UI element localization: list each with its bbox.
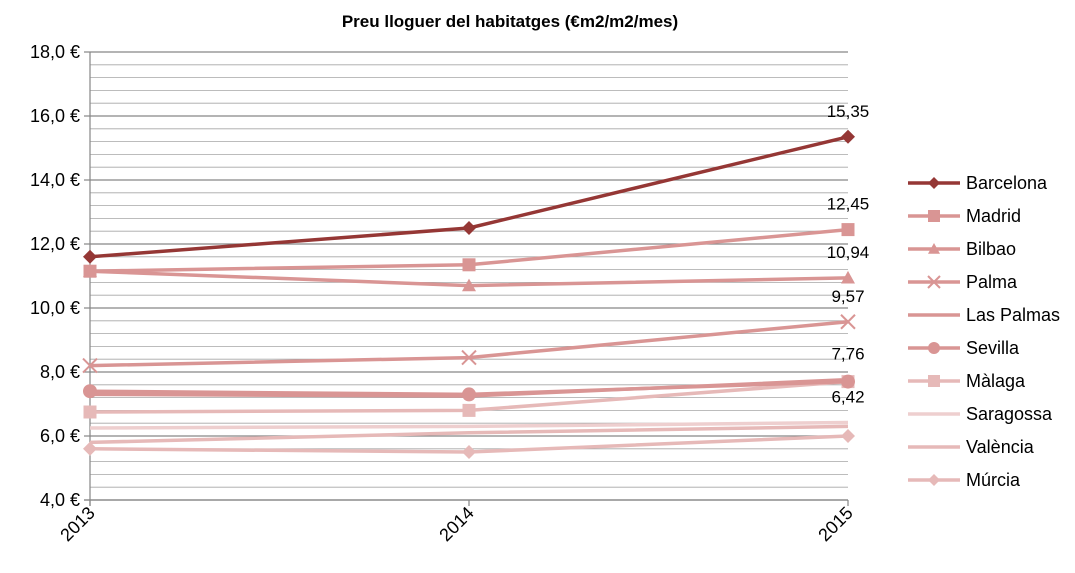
data-point-m-laga	[462, 403, 476, 417]
data-point-m-rcia	[462, 445, 476, 459]
marker-stroke	[461, 349, 477, 366]
y-tick-label: 4,0 €	[40, 490, 80, 510]
marker-stroke	[927, 275, 941, 289]
data-point-palma	[840, 314, 856, 330]
marker-stroke	[840, 314, 856, 330]
data-point-madrid	[462, 258, 476, 272]
legend-swatch-marker	[928, 210, 940, 222]
chart-title: Preu lloguer del habitatges (€m2/m2/mes)	[342, 12, 678, 31]
marker-stroke	[82, 357, 98, 374]
legend-label: Saragossa	[966, 404, 1053, 424]
data-point-sevilla	[462, 387, 476, 402]
axes: 4,0 € 6,0 € 8,0 € 10,0 € 12,0 € 14,0 € 16,0 € 1…	[30, 42, 857, 545]
legend-label: València	[966, 437, 1035, 457]
data-point-sevilla	[83, 384, 97, 399]
data-point-m-rcia	[83, 441, 97, 456]
legend-label: Palma	[966, 272, 1018, 292]
y-tick-label: 18,0 €	[30, 42, 80, 62]
y-tick-label: 12,0 €	[30, 234, 80, 254]
data-point-bilbao	[462, 278, 476, 292]
y-tick-label: 10,0 €	[30, 298, 80, 318]
data-point-palma	[461, 349, 477, 366]
series-markers	[82, 129, 856, 459]
data-point-bilbao	[841, 270, 855, 284]
data-label: 12,45	[827, 195, 870, 214]
data-point-sevilla	[841, 374, 855, 389]
legend-item-m-rcia: Múrcia	[908, 470, 1021, 490]
legend-label: Madrid	[966, 206, 1021, 226]
data-label: 9,57	[831, 287, 864, 306]
series-line-val-ncia	[89, 424, 849, 445]
data-point-madrid	[841, 223, 855, 237]
legend-label: Barcelona	[966, 173, 1048, 193]
data-label: 10,94	[827, 243, 870, 262]
data-label: 6,42	[831, 388, 864, 407]
legend-item-m-laga: Màlaga	[908, 371, 1026, 391]
legend-item-val-ncia: València	[908, 437, 1035, 457]
legend-item-bilbao: Bilbao	[908, 239, 1016, 259]
legend-item-palma: Palma	[908, 272, 1018, 292]
legend-swatch-marker	[928, 243, 940, 254]
data-point-palma	[82, 357, 98, 374]
y-tick-label: 14,0 €	[30, 170, 80, 190]
legend-swatch-marker	[928, 375, 940, 387]
legend-item-las-palmas: Las Palmas	[908, 305, 1060, 325]
legend-label: Múrcia	[966, 470, 1021, 490]
legend-item-barcelona: Barcelona	[908, 173, 1048, 193]
data-label: 15,35	[827, 102, 870, 121]
series-line-saragossa	[89, 420, 849, 430]
data-point-barcelona	[462, 221, 476, 235]
data-point-barcelona	[841, 129, 855, 144]
x-tick-label: 2015	[814, 503, 856, 545]
x-tick-label: 2014	[435, 503, 477, 545]
legend-label: Bilbao	[966, 239, 1016, 259]
legend-label: Las Palmas	[966, 305, 1060, 325]
y-tick-label: 16,0 €	[30, 106, 80, 126]
y-tick-label: 6,0 €	[40, 426, 80, 446]
legend-swatch-marker	[927, 275, 941, 289]
data-label: 7,76	[831, 345, 864, 364]
data-point-m-rcia	[841, 429, 855, 443]
legend: Barcelona Madrid Bilbao Palma Las Palmas Sevi…	[908, 173, 1060, 490]
y-tick-label: 8,0 €	[40, 362, 80, 382]
data-point-madrid	[83, 264, 97, 278]
data-point-m-laga	[83, 405, 97, 419]
legend-label: Sevilla	[966, 338, 1020, 358]
legend-item-saragossa: Saragossa	[908, 404, 1053, 424]
legend-swatch-marker	[928, 177, 940, 189]
data-point-barcelona	[83, 249, 97, 264]
legend-item-sevilla: Sevilla	[908, 338, 1020, 358]
data-labels: 15,35 12,45 10,94 9,57 7,76 6,42	[827, 102, 870, 407]
legend-swatch-marker	[928, 474, 940, 486]
legend-item-madrid: Madrid	[908, 206, 1021, 226]
legend-swatch-marker	[928, 342, 940, 354]
legend-label: Màlaga	[966, 371, 1026, 391]
